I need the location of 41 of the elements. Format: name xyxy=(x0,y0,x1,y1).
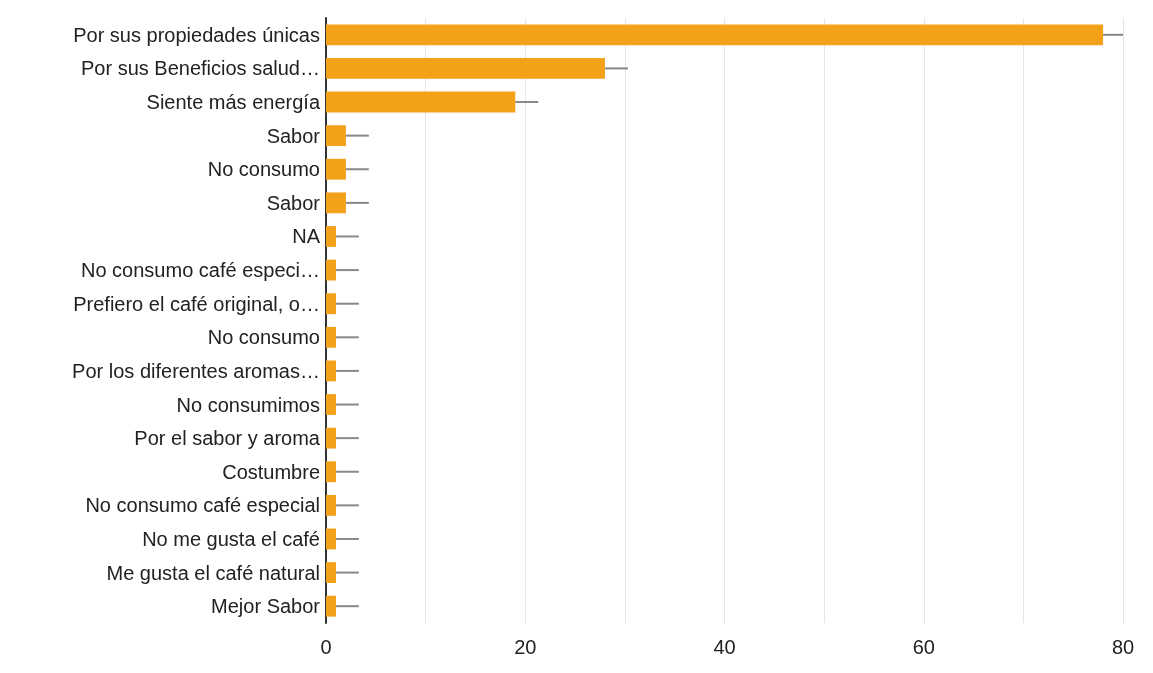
y-tick-label: No consumo café especial xyxy=(85,494,320,517)
y-tick-label: Por el sabor y aroma xyxy=(134,427,321,450)
bar xyxy=(326,461,336,483)
x-tick-label: 20 xyxy=(514,636,537,658)
y-tick-label: Mejor Sabor xyxy=(211,595,321,618)
bar xyxy=(326,494,336,516)
bar xyxy=(326,360,336,382)
x-tick-label: 80 xyxy=(1111,636,1135,658)
y-tick-label: Por sus Beneficios salud… xyxy=(80,57,320,80)
y-tick-label: Sabor xyxy=(266,124,321,147)
y-tick-label: Por sus propiedades únicas xyxy=(73,23,320,46)
bar xyxy=(326,595,336,617)
y-tick-label: Prefiero el café original, o… xyxy=(73,292,320,315)
bar xyxy=(326,24,1104,46)
bar xyxy=(326,125,346,147)
y-tick-label: Costumbre xyxy=(222,460,320,483)
x-tick-label: 0 xyxy=(320,636,332,658)
y-tick-label: Por los diferentes aromas… xyxy=(72,359,320,382)
bar xyxy=(326,58,605,79)
bar xyxy=(326,326,336,348)
x-tick-label: 60 xyxy=(912,636,935,658)
bar xyxy=(326,158,346,180)
y-tick-label: No me gusta el café xyxy=(142,527,320,550)
bar xyxy=(326,528,336,550)
x-tick-label: 40 xyxy=(713,636,736,658)
y-tick-label: No consumo café especi… xyxy=(80,259,320,282)
y-tick-label: No consumo xyxy=(207,158,320,181)
y-tick-label: Siente más energía xyxy=(146,91,321,114)
y-tick-label: No consumo xyxy=(207,326,320,349)
y-tick-label: Me gusta el café natural xyxy=(106,561,320,584)
bar xyxy=(326,394,336,415)
y-tick-label: No consumimos xyxy=(176,393,320,416)
y-tick-label: NA xyxy=(292,225,321,248)
bar xyxy=(326,226,336,247)
bar xyxy=(326,293,336,315)
y-tick-label: Sabor xyxy=(266,191,321,214)
bar xyxy=(326,192,346,214)
bar xyxy=(326,562,336,583)
bar xyxy=(326,91,516,113)
bar xyxy=(326,427,336,449)
bar xyxy=(326,259,336,281)
